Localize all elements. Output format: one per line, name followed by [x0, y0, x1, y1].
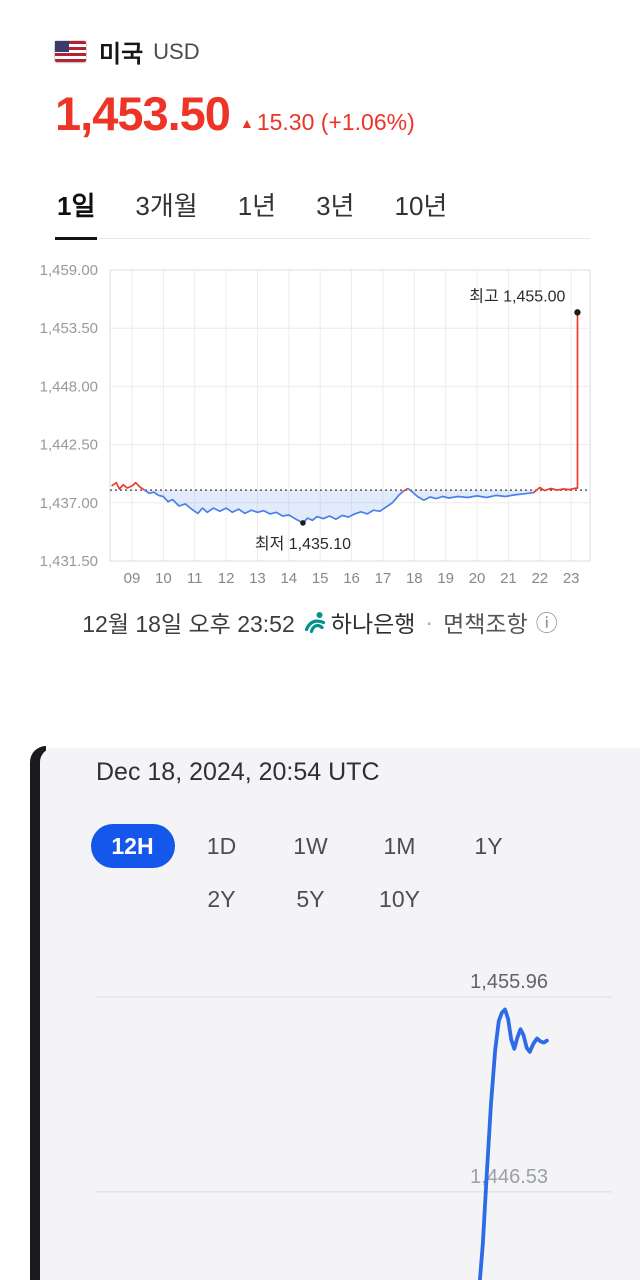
change-text: 15.30 (+1.06%) — [256, 109, 415, 135]
en-chart-card: Dec 18, 2024, 20:54 UTC 12H 1D 1W 1M 1Y … — [40, 748, 640, 1280]
tab-3months[interactable]: 3개월 — [135, 191, 198, 221]
svg-text:13: 13 — [249, 570, 266, 587]
up-arrow-icon: ▲ — [239, 115, 254, 131]
tab-3years[interactable]: 3년 — [316, 191, 355, 221]
kr-chart-footer: 12월 18일 오후 23:52 하나은행 · 면책조항 ⓘ — [0, 605, 640, 639]
tab-1day[interactable]: 1일 — [55, 186, 98, 240]
svg-text:1,453.50: 1,453.50 — [40, 320, 98, 337]
country-name: 미국 — [99, 41, 144, 68]
price-change: ▲ 15.30 (+1.06%) — [240, 109, 415, 136]
info-icon[interactable]: ⓘ — [535, 611, 558, 636]
current-price: 1,453.50 — [55, 87, 231, 140]
svg-text:12: 12 — [218, 570, 235, 587]
period-tabs: 1일 3개월 1년 3년 10년 — [55, 186, 590, 240]
range-10y[interactable]: 10Y — [379, 886, 420, 912]
us-flag-icon — [55, 41, 86, 62]
svg-text:23: 23 — [563, 570, 580, 587]
currency-code: USD — [153, 38, 200, 64]
data-source: 하나은행 — [303, 605, 416, 639]
source-name: 하나은행 — [330, 611, 416, 637]
svg-text:19: 19 — [437, 570, 454, 587]
svg-text:1,455.96: 1,455.96 — [470, 971, 548, 993]
svg-text:14: 14 — [280, 570, 297, 587]
range-2y[interactable]: 2Y — [207, 886, 236, 912]
svg-text:1,459.00: 1,459.00 — [40, 262, 98, 279]
kr-timestamp: 12월 18일 오후 23:52 — [82, 611, 295, 637]
range-1m[interactable]: 1M — [383, 832, 416, 859]
svg-text:1,437.00: 1,437.00 — [40, 495, 98, 512]
svg-text:15: 15 — [312, 570, 329, 587]
svg-text:1,446.53: 1,446.53 — [470, 1166, 548, 1188]
kr-intraday-chart: 1,459.00 1,453.50 1,448.00 1,442.50 1,437.00… — [40, 262, 591, 587]
range-selector: 12H 1D 1W 1M 1Y 2Y 5Y 10Y — [88, 824, 533, 919]
tab-10years[interactable]: 10년 — [394, 191, 448, 221]
currency-header: 미국 USD — [55, 34, 200, 69]
svg-text:22: 22 — [531, 570, 548, 587]
svg-text:16: 16 — [343, 570, 360, 587]
disclaimer-link[interactable]: 면책조항 — [443, 611, 528, 637]
svg-text:21: 21 — [500, 570, 517, 587]
svg-text:1,442.50: 1,442.50 — [40, 437, 98, 454]
svg-text:18: 18 — [406, 570, 423, 587]
svg-text:09: 09 — [124, 570, 141, 587]
range-1w[interactable]: 1W — [293, 832, 328, 859]
svg-text:20: 20 — [469, 570, 486, 587]
price-row: 1,453.50 ▲ 15.30 (+1.06%) — [55, 86, 415, 141]
svg-text:최저 1,435.10: 최저 1,435.10 — [255, 535, 351, 553]
svg-text:1,448.00: 1,448.00 — [40, 378, 98, 395]
range-1d[interactable]: 1D — [206, 832, 237, 859]
svg-text:11: 11 — [187, 570, 203, 587]
range-5y[interactable]: 5Y — [296, 886, 325, 912]
range-12h[interactable]: 12H — [90, 824, 175, 868]
svg-text:최고 1,455.00: 최고 1,455.00 — [469, 287, 565, 305]
en-timestamp: Dec 18, 2024, 20:54 UTC — [96, 758, 380, 786]
tab-1year[interactable]: 1년 — [237, 191, 277, 221]
hana-bank-logo-icon — [304, 612, 325, 634]
separator-dot: · — [425, 608, 434, 635]
svg-text:1,431.50: 1,431.50 — [40, 553, 98, 570]
svg-text:10: 10 — [155, 570, 172, 587]
range-1y[interactable]: 1Y — [474, 832, 503, 859]
svg-text:17: 17 — [375, 570, 392, 587]
en-12h-chart: 1,455.96 1,446.53 — [95, 971, 612, 1280]
